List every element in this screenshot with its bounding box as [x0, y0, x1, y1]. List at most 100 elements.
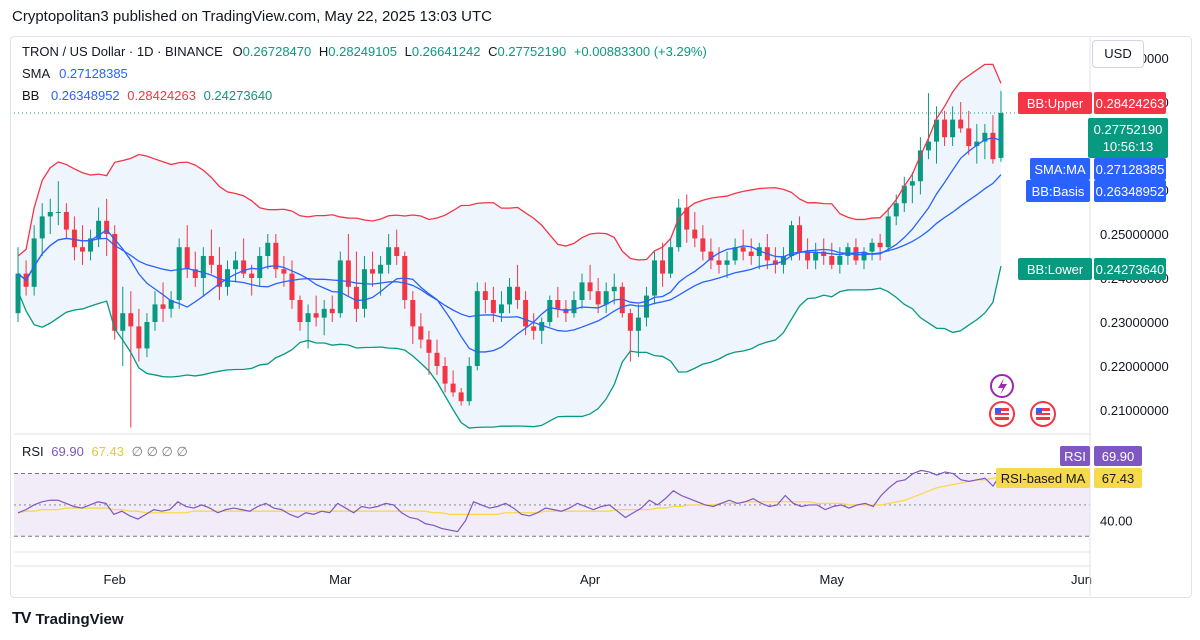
candle[interactable]: [337, 260, 343, 314]
candle[interactable]: [442, 366, 448, 384]
candle[interactable]: [635, 317, 641, 331]
candle[interactable]: [603, 291, 609, 305]
candle[interactable]: [63, 212, 69, 230]
candle[interactable]: [104, 220, 110, 234]
candle[interactable]: [740, 247, 746, 252]
candle[interactable]: [176, 247, 182, 300]
candle[interactable]: [394, 247, 400, 256]
candle[interactable]: [611, 286, 617, 292]
candle[interactable]: [96, 220, 102, 239]
candle[interactable]: [426, 339, 432, 353]
candle[interactable]: [305, 313, 311, 322]
candle[interactable]: [79, 247, 85, 252]
candle[interactable]: [208, 256, 214, 265]
candle[interactable]: [555, 300, 561, 309]
rsi-value-tag-bg[interactable]: [1094, 446, 1142, 466]
candle[interactable]: [39, 216, 45, 239]
bb-upper-label-tag-bg[interactable]: [1018, 92, 1092, 114]
currency-selector[interactable]: USD: [1092, 40, 1144, 68]
candle[interactable]: [788, 225, 794, 256]
candle[interactable]: [748, 251, 754, 256]
candle[interactable]: [974, 141, 980, 146]
candle[interactable]: [378, 264, 384, 274]
candle[interactable]: [329, 308, 335, 314]
candle[interactable]: [901, 185, 907, 204]
candle[interactable]: [861, 251, 867, 261]
candle[interactable]: [297, 300, 303, 322]
candle[interactable]: [31, 238, 37, 287]
candle[interactable]: [797, 225, 803, 252]
legend-sma[interactable]: SMA 0.27128385: [22, 66, 128, 81]
candle[interactable]: [144, 322, 150, 349]
rsi-ma-value-tag-bg[interactable]: [1094, 468, 1142, 488]
candle[interactable]: [241, 260, 247, 274]
candle[interactable]: [88, 238, 94, 252]
candle[interactable]: [55, 212, 61, 213]
candle[interactable]: [676, 207, 682, 248]
candle[interactable]: [668, 247, 674, 274]
rsi-ma-label-tag-bg[interactable]: [996, 468, 1090, 488]
bb-basis-value-tag-bg[interactable]: [1094, 180, 1166, 202]
candle[interactable]: [958, 119, 964, 129]
candle[interactable]: [829, 256, 835, 265]
candle[interactable]: [805, 251, 811, 261]
legend-rsi[interactable]: RSI 69.90 67.43 ∅ ∅ ∅ ∅: [22, 444, 188, 460]
bb-lower-label-tag-bg[interactable]: [1018, 258, 1092, 280]
sma-label-tag-bg[interactable]: [1030, 158, 1090, 180]
candle[interactable]: [716, 260, 722, 265]
candle[interactable]: [692, 229, 698, 239]
candle[interactable]: [990, 132, 996, 160]
candle[interactable]: [837, 256, 843, 265]
candle[interactable]: [998, 113, 1004, 158]
candle[interactable]: [112, 234, 118, 331]
candle[interactable]: [756, 247, 762, 256]
candle[interactable]: [732, 247, 738, 261]
candle[interactable]: [216, 264, 222, 287]
candle[interactable]: [498, 304, 504, 314]
candle[interactable]: [200, 256, 206, 278]
candle[interactable]: [458, 392, 464, 402]
candle[interactable]: [547, 300, 553, 322]
candle[interactable]: [249, 273, 255, 278]
candle[interactable]: [370, 269, 376, 274]
candle[interactable]: [345, 260, 351, 287]
candle[interactable]: [434, 352, 440, 366]
candle[interactable]: [192, 269, 198, 278]
candle[interactable]: [289, 273, 295, 300]
candle[interactable]: [877, 242, 883, 248]
candle[interactable]: [652, 260, 658, 296]
candle[interactable]: [184, 247, 190, 270]
candle[interactable]: [265, 242, 271, 256]
bb-upper-line[interactable]: [17, 63, 1002, 261]
candle[interactable]: [579, 282, 585, 300]
candle[interactable]: [531, 326, 537, 331]
candle[interactable]: [128, 313, 134, 327]
candle[interactable]: [909, 181, 915, 186]
candle[interactable]: [136, 326, 142, 349]
candle[interactable]: [966, 128, 972, 146]
candle[interactable]: [587, 282, 593, 292]
candle[interactable]: [507, 286, 512, 305]
candle[interactable]: [982, 132, 988, 142]
candle[interactable]: [853, 247, 859, 261]
candle[interactable]: [772, 260, 778, 265]
candle[interactable]: [934, 119, 940, 142]
rsi-label-tag-bg[interactable]: [1060, 446, 1090, 466]
candle[interactable]: [15, 273, 21, 314]
candle[interactable]: [643, 295, 649, 318]
candle[interactable]: [925, 141, 931, 151]
candle[interactable]: [257, 256, 263, 278]
candle[interactable]: [515, 286, 521, 300]
candle[interactable]: [708, 251, 714, 261]
candle[interactable]: [466, 366, 472, 402]
sma-line[interactable]: [17, 136, 1002, 353]
candle[interactable]: [160, 304, 166, 309]
candle[interactable]: [571, 300, 577, 314]
candle[interactable]: [917, 150, 923, 182]
candle[interactable]: [893, 203, 899, 217]
bb-lower-line[interactable]: [17, 265, 1002, 429]
candle[interactable]: [684, 207, 690, 230]
candle[interactable]: [660, 260, 666, 274]
candle[interactable]: [233, 260, 239, 270]
